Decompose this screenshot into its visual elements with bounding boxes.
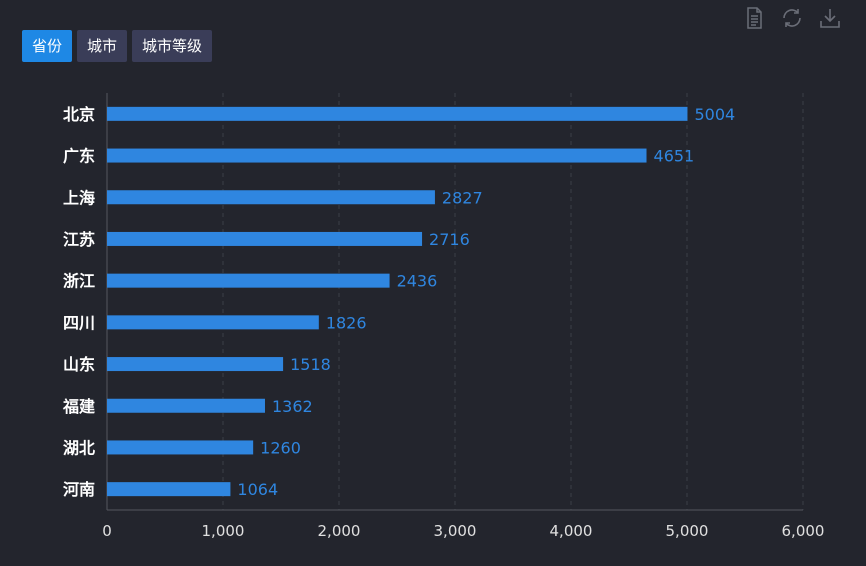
category-label: 上海	[63, 188, 95, 207]
bar[interactable]	[107, 273, 390, 288]
x-tick-label: 1,000	[202, 522, 245, 540]
x-tick-label: 2,000	[318, 522, 361, 540]
category-label: 江苏	[63, 230, 95, 249]
category-label: 山东	[63, 355, 95, 374]
tab-city-level[interactable]: 城市等级	[132, 30, 213, 62]
bar[interactable]	[107, 398, 265, 413]
bar[interactable]	[107, 357, 284, 372]
bar[interactable]	[107, 231, 423, 246]
bar[interactable]	[107, 148, 647, 163]
tab-province[interactable]: 省份	[22, 30, 73, 62]
bar[interactable]	[107, 440, 254, 455]
data-view-icon[interactable]	[742, 6, 766, 30]
data-label: 1260	[260, 438, 301, 457]
x-tick-label: 4,000	[550, 522, 593, 540]
tab-city[interactable]: 城市	[77, 30, 128, 62]
category-label: 浙江	[63, 272, 95, 291]
x-tick-label: 5,000	[666, 522, 709, 540]
bar[interactable]	[107, 190, 435, 205]
data-label: 1362	[272, 397, 313, 416]
bar[interactable]	[107, 106, 688, 121]
data-label: 1518	[290, 355, 331, 374]
x-tick-label: 6,000	[782, 522, 825, 540]
save-image-icon[interactable]	[818, 6, 842, 30]
x-tick-label: 3,000	[434, 522, 477, 540]
category-label: 河南	[63, 480, 95, 499]
data-label: 5004	[694, 105, 735, 124]
category-label: 四川	[63, 313, 95, 332]
category-label: 湖北	[63, 438, 95, 457]
data-label: 4651	[654, 147, 695, 166]
data-label: 1064	[237, 480, 278, 499]
data-label: 1826	[326, 313, 367, 332]
data-label: 2716	[429, 230, 470, 249]
x-tick-label: 0	[102, 522, 112, 540]
bar[interactable]	[107, 482, 231, 497]
category-label: 福建	[62, 397, 95, 416]
chart-toolbox	[742, 6, 842, 30]
bar[interactable]	[107, 315, 319, 330]
category-label: 广东	[63, 147, 95, 166]
data-label: 2827	[442, 188, 483, 207]
tab-bar: 省份 城市 城市等级	[22, 30, 213, 62]
category-label: 北京	[63, 105, 95, 124]
restore-icon[interactable]	[780, 6, 804, 30]
data-label: 2436	[397, 272, 438, 291]
